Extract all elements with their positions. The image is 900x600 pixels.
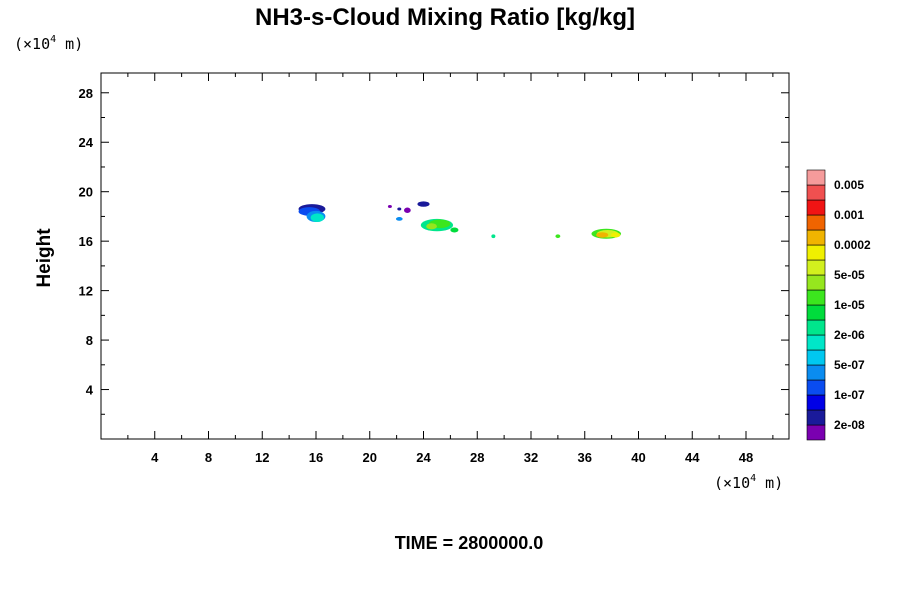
x-tick-label: 16 bbox=[309, 450, 323, 465]
x-axis-unit: (×104 m) bbox=[714, 473, 783, 492]
cloud-field bbox=[298, 201, 622, 239]
colorbar-swatch-10 bbox=[806, 274, 826, 291]
cloud-blob-17 bbox=[596, 232, 609, 238]
y-axis-label: Height bbox=[34, 228, 55, 288]
cloud-blob-4 bbox=[387, 205, 392, 209]
colorbar-swatch-0 bbox=[806, 424, 826, 441]
x-tick-label: 32 bbox=[524, 450, 538, 465]
colorbar-swatch-9 bbox=[806, 289, 826, 306]
x-tick-label: 24 bbox=[416, 450, 431, 465]
colorbar-label: 1e-07 bbox=[834, 388, 865, 402]
colorbar-label: 1e-05 bbox=[834, 298, 865, 312]
colorbar-swatch-14 bbox=[806, 214, 826, 231]
cloud-blob-3 bbox=[310, 213, 325, 222]
y-tick-label: 8 bbox=[86, 333, 93, 348]
x-tick-label: 44 bbox=[685, 450, 700, 465]
colorbar-swatch-13 bbox=[806, 229, 826, 246]
y-tick-label: 4 bbox=[86, 383, 94, 398]
cloud-blob-11 bbox=[426, 223, 437, 230]
colorbar-swatch-17 bbox=[806, 169, 826, 186]
colorbar-swatch-1 bbox=[806, 409, 826, 426]
colorbar-swatch-11 bbox=[806, 259, 826, 276]
cloud-blob-14 bbox=[555, 234, 561, 239]
cloud-blob-13 bbox=[491, 234, 496, 239]
colorbar-swatch-4 bbox=[806, 364, 826, 381]
colorbar-swatch-5 bbox=[806, 349, 826, 366]
colorbar-label: 2e-06 bbox=[834, 328, 865, 342]
x-tick-label: 8 bbox=[205, 450, 212, 465]
cloud-blob-8 bbox=[395, 217, 403, 221]
colorbar-swatch-8 bbox=[806, 304, 826, 321]
colorbar-swatch-7 bbox=[806, 319, 826, 336]
colorbar-swatch-3 bbox=[806, 379, 826, 396]
y-tick-label: 12 bbox=[79, 284, 93, 299]
colorbar-label: 0.005 bbox=[834, 178, 864, 192]
time-label: TIME = 2800000.0 bbox=[395, 533, 544, 553]
y-tick-label: 20 bbox=[79, 185, 93, 200]
colorbar-swatch-2 bbox=[806, 394, 826, 411]
x-tick-label: 48 bbox=[739, 450, 753, 465]
colorbar-swatch-16 bbox=[806, 184, 826, 201]
x-tick-label: 40 bbox=[631, 450, 645, 465]
colorbar-swatch-15 bbox=[806, 199, 826, 216]
y-axis-unit: (×104 m) bbox=[14, 34, 83, 53]
cloud-blob-12 bbox=[450, 227, 459, 233]
colorbar-label: 5e-05 bbox=[834, 268, 865, 282]
x-tick-label: 20 bbox=[363, 450, 377, 465]
cloud-blob-6 bbox=[404, 207, 411, 213]
colorbar: 2e-08 1e-07 5e-07 2e-06 1e-05 5e-05 0.0002 0.00… bbox=[806, 169, 871, 441]
y-tick-label: 16 bbox=[79, 234, 93, 249]
x-tick-label: 28 bbox=[470, 450, 484, 465]
cloud-blob-18 bbox=[610, 232, 621, 238]
plot-frame bbox=[100, 72, 790, 440]
colorbar-swatch-6 bbox=[806, 334, 826, 351]
x-tick-label: 4 bbox=[151, 450, 159, 465]
chart-title: NH3-s-Cloud Mixing Ratio [kg/kg] bbox=[255, 4, 635, 31]
x-tick-label: 36 bbox=[578, 450, 592, 465]
colorbar-label: 0.001 bbox=[834, 208, 864, 222]
cloud-blob-5 bbox=[397, 207, 402, 211]
colorbar-label: 2e-08 bbox=[834, 418, 865, 432]
colorbar-label: 5e-07 bbox=[834, 358, 865, 372]
y-tick-label: 24 bbox=[79, 135, 94, 150]
colorbar-swatch-12 bbox=[806, 244, 826, 261]
cloud-blob-7 bbox=[417, 201, 430, 207]
colorbar-label: 0.0002 bbox=[834, 238, 871, 252]
x-tick-label: 12 bbox=[255, 450, 269, 465]
y-tick-label: 28 bbox=[79, 86, 93, 101]
